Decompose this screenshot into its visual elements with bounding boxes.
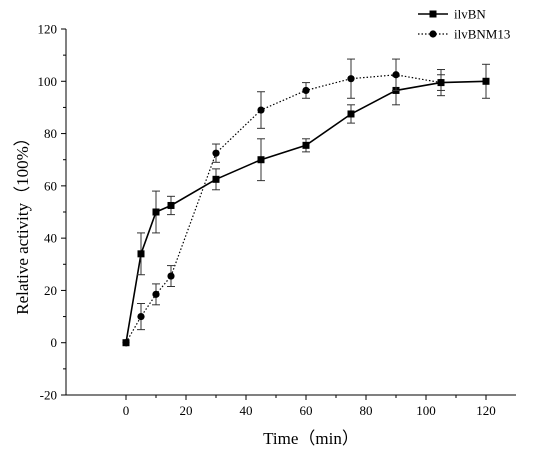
data-point-ilvBNM13 (302, 86, 310, 95)
axes: 0 20 40 60 80 100 120 -20 0 20 40 60 80 100 120 (38, 22, 516, 418)
y-tick-label: -20 (40, 388, 57, 403)
legend-marker-ilvBNM13 (429, 30, 437, 38)
y-tick-label: 40 (44, 231, 57, 246)
y-tick-label: 60 (44, 178, 57, 193)
legend-label-ilvBN: ilvBN (454, 7, 486, 22)
data-point-ilvBN (257, 156, 265, 164)
x-tick-label: 20 (180, 403, 193, 418)
y-axis-title: Relative activity（100%） (13, 129, 32, 315)
data-point-ilvBNM13 (122, 339, 130, 347)
legend-item-ilvBNM13: ilvBNM13 (418, 27, 510, 42)
data-point-ilvBNM13 (437, 78, 445, 87)
data-point-ilvBN (347, 110, 355, 118)
y-tick-label: 0 (51, 335, 58, 350)
y-tick-label: 80 (44, 126, 57, 141)
data-point-ilvBNM13 (257, 106, 265, 114)
x-tick-label: 120 (476, 403, 496, 418)
series-line-ilvBNM13 (125, 74, 442, 343)
data-point-ilvBN (212, 175, 220, 183)
series-line-ilvBN (125, 80, 487, 343)
data-point-ilvBN (482, 77, 490, 85)
data-point-ilvBN (167, 201, 175, 209)
data-point-ilvBNM13 (392, 71, 400, 79)
legend-item-ilvBN: ilvBN (418, 7, 486, 22)
legend-label-ilvBNM13: ilvBNM13 (454, 27, 510, 42)
x-axis-title: Time（min） (263, 429, 359, 448)
y-tick-label: 100 (38, 74, 58, 89)
x-tick-label: 40 (240, 403, 253, 418)
legend-marker-ilvBN (429, 10, 437, 18)
data-point-ilvBN (302, 141, 310, 149)
data-point-ilvBNM13 (347, 75, 355, 83)
x-tick-label: 60 (300, 403, 313, 418)
data-point-ilvBNM13 (212, 149, 220, 157)
y-tick-label: 120 (38, 22, 58, 37)
data-point-ilvBN (152, 208, 160, 216)
y-tick-label: 20 (44, 283, 57, 298)
x-tick-label: 100 (416, 403, 436, 418)
legend: ilvBN ilvBNM13 (418, 7, 510, 42)
data-point-ilvBNM13 (137, 312, 145, 321)
data-point-ilvBN (137, 250, 145, 258)
x-tick-label: 80 (360, 403, 373, 418)
x-tick-label: 0 (123, 403, 130, 418)
data-point-ilvBNM13 (152, 290, 160, 298)
data-point-ilvBNM13 (167, 272, 175, 280)
plot-area (122, 58, 490, 347)
